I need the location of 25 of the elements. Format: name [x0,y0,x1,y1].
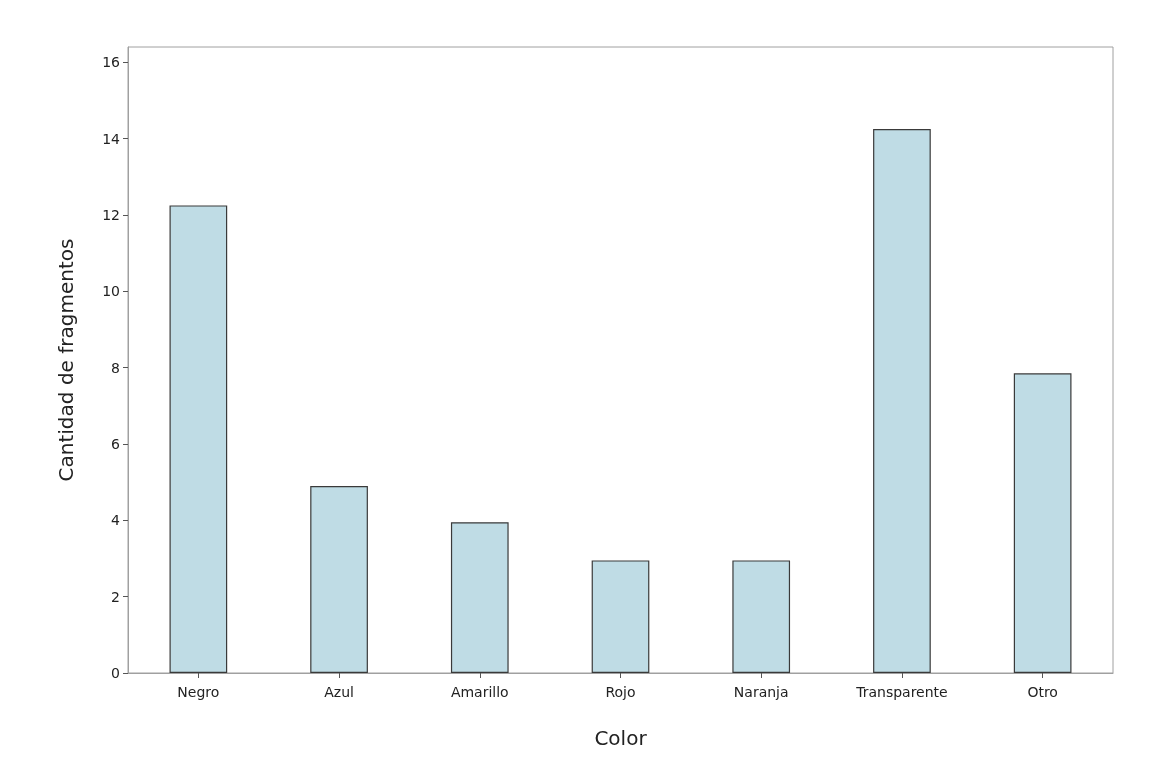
bar [873,129,931,673]
bar [450,522,509,673]
x-tick-label: Naranja [733,684,789,700]
bar [591,560,650,673]
bar [169,205,228,673]
y-tick-label: 0 [111,665,120,681]
x-axis-title: Color [594,726,648,750]
x-tick-label: Otro [1027,684,1058,700]
bar [1013,373,1072,673]
y-tick-label: 2 [111,588,120,605]
y-tick-label: 6 [111,435,121,452]
y-tick-label: 16 [102,54,121,71]
y-tick-label: 12 [102,206,120,223]
y-axis-title: Cantidad de fragmentos [54,238,78,482]
x-tick-label: Amarillo [450,684,509,700]
bar [732,560,791,673]
y-tick-label: 14 [102,130,121,147]
y-tick-label: 8 [111,359,120,376]
y-tick-label: 4 [111,512,121,529]
y-tick-label: 10 [102,283,120,300]
x-tick-label: Negro [177,684,220,700]
x-tick-label: Rojo [605,684,636,700]
bar [310,485,368,673]
x-tick-label: Azul [324,684,354,700]
x-tick-label: Transparente [855,684,948,700]
